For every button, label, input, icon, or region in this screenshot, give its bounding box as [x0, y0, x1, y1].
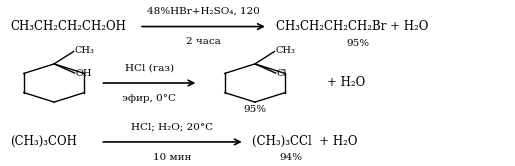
Text: CH₃: CH₃: [276, 46, 296, 55]
Text: Cl: Cl: [277, 69, 287, 78]
Text: OH: OH: [76, 69, 92, 78]
Text: CH₃CH₂CH₂CH₂Br + H₂O: CH₃CH₂CH₂CH₂Br + H₂O: [276, 20, 428, 33]
Text: + H₂O: + H₂O: [327, 77, 365, 89]
Text: 95%: 95%: [347, 39, 369, 48]
Text: 2 часа: 2 часа: [186, 37, 221, 46]
Text: HCl (газ): HCl (газ): [125, 63, 174, 72]
Text: 48%HBr+H₂SO₄, 120: 48%HBr+H₂SO₄, 120: [147, 7, 260, 16]
Text: 95%: 95%: [244, 105, 266, 114]
Text: (CH₃)₃CCl  + H₂O: (CH₃)₃CCl + H₂O: [252, 135, 358, 148]
Text: (CH₃)₃COH: (CH₃)₃COH: [10, 135, 77, 148]
Text: эфир, 0°C: эфир, 0°C: [123, 94, 176, 103]
Text: CH₃CH₂CH₂CH₂OH: CH₃CH₂CH₂CH₂OH: [10, 20, 126, 33]
Text: 10 мин: 10 мин: [153, 153, 192, 162]
Text: HCl; H₂O; 20°C: HCl; H₂O; 20°C: [131, 122, 214, 131]
Text: 94%: 94%: [280, 153, 302, 162]
Text: CH₃: CH₃: [75, 46, 95, 55]
